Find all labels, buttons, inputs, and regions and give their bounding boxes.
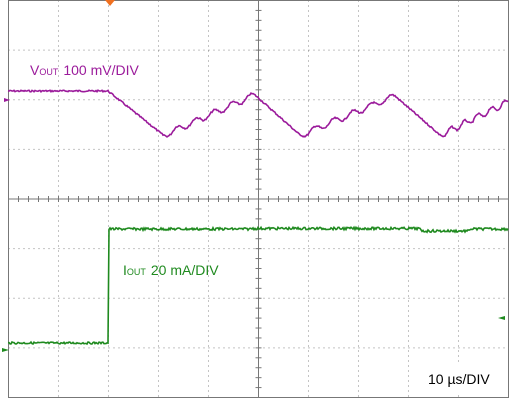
frame — [8, 0, 509, 398]
trigger-marker — [105, 0, 115, 6]
iout-label: IOUT 20 mA/DIV — [123, 262, 219, 278]
timebase-box — [418, 364, 506, 394]
grid — [8, 0, 509, 398]
iout-ground-marker — [2, 348, 9, 352]
timebase-label: 10 µs/DIV — [428, 371, 490, 387]
vout-label: VOUT 100 mV/DIV — [30, 62, 139, 78]
trigger-level-marker — [498, 316, 505, 320]
vout-trace — [7, 89, 509, 138]
vout-ground-marker — [4, 98, 10, 102]
iout-trace — [7, 225, 509, 346]
